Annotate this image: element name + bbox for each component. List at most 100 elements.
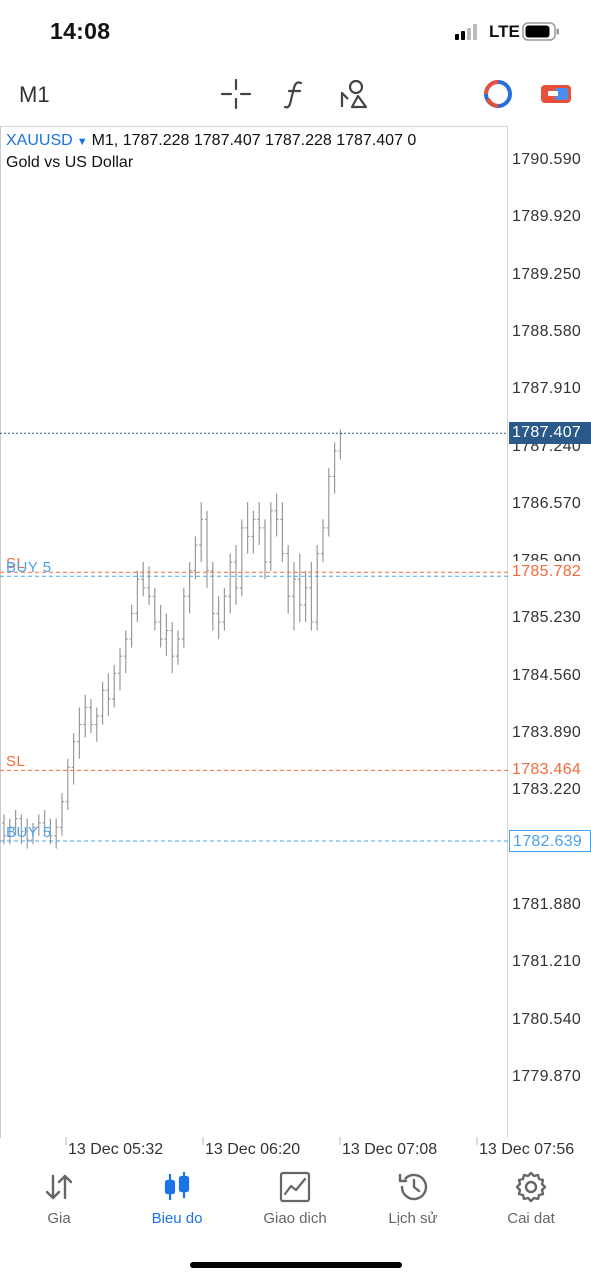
nav-label: Lịch sử — [388, 1210, 438, 1227]
price-bar — [54, 818, 59, 849]
price-bar — [205, 510, 209, 588]
price-bar — [257, 502, 262, 545]
price-bar — [239, 519, 244, 597]
price-bar — [135, 570, 140, 622]
price-bar — [228, 553, 233, 614]
price-bar — [181, 587, 186, 648]
price-bar — [309, 562, 314, 631]
price-bar — [303, 570, 308, 622]
price-bar — [25, 818, 30, 849]
price-bar — [77, 707, 82, 759]
price-tick-label: 1789.250 — [512, 265, 582, 283]
price-bar — [199, 502, 204, 563]
price-bar — [60, 793, 64, 836]
time-tick-label: 13 Dec 05:32 — [68, 1141, 164, 1158]
indicators-icon[interactable] — [279, 77, 313, 111]
symbol-description: Gold vs US Dollar — [6, 154, 134, 171]
arrows-updown-icon — [4, 1170, 114, 1204]
price-bar — [263, 519, 267, 580]
price-bar — [123, 630, 128, 674]
symbol-dropdown-icon[interactable]: ▼ — [76, 136, 88, 148]
battery-icon — [522, 22, 559, 41]
price-bar — [292, 562, 296, 631]
price-bar — [193, 536, 198, 580]
price-tick-label: 1783.890 — [512, 724, 582, 741]
price-bar — [42, 810, 47, 836]
nav-settings[interactable]: Cai dat — [476, 1170, 586, 1227]
price-bar — [65, 758, 70, 811]
price-tick-label: 1790.590 — [512, 151, 582, 168]
price-bar — [338, 429, 343, 460]
price-bar — [280, 502, 285, 563]
symbol-name[interactable]: XAUUSD — [6, 132, 73, 149]
price-bar — [129, 604, 134, 648]
chart-symbol-header: XAUUSD ▼ M1, 1787.228 1787.407 1787.228 17… — [6, 132, 416, 150]
sl-line-label[interactable]: SL — [6, 555, 26, 573]
price-bar — [321, 519, 325, 563]
time-tick-label: 13 Dec 06:20 — [205, 1141, 301, 1158]
price-bar — [31, 822, 35, 845]
price-tick-label: 1787.910 — [512, 380, 582, 398]
price-tick-label: 1785.230 — [512, 609, 582, 627]
status-time: 14:08 — [50, 18, 111, 44]
drawing-objects-icon[interactable] — [338, 77, 372, 111]
sl-price-tag: 1783.464 — [509, 759, 591, 782]
time-tick-label: 13 Dec 07:08 — [342, 1141, 438, 1158]
price-bar — [251, 510, 256, 554]
nav-quotes[interactable]: Gia — [4, 1170, 114, 1227]
price-tick-label: 1780.540 — [512, 1010, 582, 1028]
price-tick-label: 1784.560 — [512, 666, 582, 684]
price-chart — [0, 429, 508, 1145]
nav-label: Bieu do — [151, 1210, 203, 1227]
price-bar — [216, 596, 221, 640]
price-bar — [13, 810, 18, 836]
price-bar — [152, 587, 157, 631]
ohlc-values: M1, 1787.228 1787.407 1787.228 1787.407 … — [91, 132, 417, 149]
nav-label: Cai dat — [507, 1210, 555, 1227]
gear-icon — [476, 1170, 586, 1204]
chart-area[interactable] — [0, 126, 508, 1138]
price-bar — [332, 442, 337, 494]
nav-chart[interactable]: Bieu do — [122, 1170, 232, 1227]
home-indicator — [190, 1262, 402, 1268]
sl-price-tag: 1785.782 — [509, 561, 591, 584]
price-bar — [118, 647, 122, 691]
price-bar — [83, 694, 88, 738]
price-tick-label: 1783.220 — [512, 781, 582, 799]
nav-label: Giao dich — [263, 1210, 327, 1227]
buy-line-label[interactable]: BUY 5 — [6, 559, 52, 577]
price-bar — [170, 621, 175, 674]
price-bar — [19, 814, 24, 845]
price-bar — [7, 818, 12, 845]
price-bar — [158, 604, 163, 648]
price-bar — [48, 818, 53, 845]
crosshair-icon[interactable] — [219, 77, 253, 111]
one-click-trading-icon[interactable] — [481, 77, 515, 111]
price-tick-label: 1781.210 — [512, 953, 582, 971]
price-bar — [89, 698, 93, 734]
price-bar — [297, 553, 302, 622]
price-bar — [222, 587, 227, 631]
nav-trade[interactable]: Giao dich — [240, 1170, 350, 1227]
signal-icon — [455, 24, 477, 40]
price-bar — [112, 664, 117, 708]
current-price-tag: 1787.407 — [509, 422, 591, 445]
price-bar — [164, 613, 169, 657]
candlestick-icon — [122, 1170, 232, 1204]
timeframe-button[interactable]: M1 — [19, 82, 50, 107]
price-bar — [234, 544, 238, 605]
price-bar — [210, 562, 215, 631]
price-bar — [71, 733, 76, 785]
price-bar — [286, 544, 291, 614]
sl-line-label[interactable]: SL — [6, 753, 26, 771]
price-bar — [147, 566, 151, 605]
price-tick-label: 1789.920 — [512, 208, 582, 226]
nav-history[interactable]: Lịch sử — [358, 1170, 468, 1227]
price-bar — [100, 681, 105, 725]
price-bar — [176, 630, 180, 665]
buy-line-label[interactable]: BUY 5 — [6, 823, 52, 841]
trade-button-icon[interactable] — [539, 77, 573, 111]
price-tick-label: 1786.570 — [512, 494, 582, 512]
time-tick-label: 13 Dec 07:56 — [479, 1141, 575, 1158]
network-type: LTE — [489, 22, 520, 41]
